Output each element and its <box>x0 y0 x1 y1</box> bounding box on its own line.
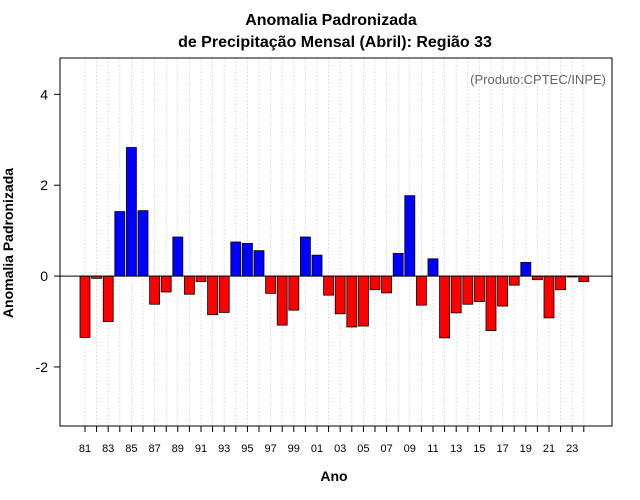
bar-88 <box>160 275 172 293</box>
bar-06 <box>369 275 381 291</box>
bar-20 <box>532 275 543 281</box>
bar-99 <box>288 275 300 311</box>
bar-02 <box>323 275 335 296</box>
x-tick-label: 19 <box>520 443 532 455</box>
y-tick-label: 2 <box>40 177 48 193</box>
bar-01 <box>311 254 323 277</box>
bar-92 <box>207 275 219 316</box>
x-tick-label: 83 <box>102 443 114 455</box>
bar-81 <box>79 275 91 338</box>
bar-85 <box>126 147 137 277</box>
x-tick-label: 91 <box>195 443 207 455</box>
bar-12 <box>439 275 451 339</box>
bar-04 <box>346 275 358 328</box>
x-tick-label: 07 <box>380 443 392 455</box>
bar-18 <box>508 275 520 286</box>
chart-title: Anomalia Padronizada <box>245 12 417 29</box>
x-tick-label: 03 <box>334 443 346 455</box>
bar-11 <box>427 258 439 277</box>
bar-21 <box>543 275 555 319</box>
x-tick-label: 21 <box>543 443 555 455</box>
x-tick-label: 81 <box>79 443 91 455</box>
bar-91 <box>195 275 207 282</box>
bar-93 <box>218 275 230 313</box>
x-tick-label: 13 <box>450 443 462 455</box>
gridlines <box>84 58 585 426</box>
bar-00 <box>299 236 311 277</box>
bar-09 <box>404 195 416 277</box>
bar-08 <box>392 252 404 277</box>
y-axis: -2 0 2 4 <box>36 86 60 375</box>
x-tick-label: 15 <box>473 443 485 455</box>
x-tick-label: 01 <box>311 443 323 455</box>
x-tick-label: 05 <box>357 443 369 455</box>
bar-89 <box>172 236 184 277</box>
bar-16 <box>485 275 497 331</box>
x-tick-label: 23 <box>566 443 578 455</box>
bar-14 <box>462 275 474 305</box>
y-tick-label: -2 <box>36 359 49 375</box>
bar-96 <box>253 250 265 277</box>
y-axis-title: Anomalia Padronizada <box>0 168 16 318</box>
bar-05 <box>357 275 369 327</box>
bar-90 <box>183 275 195 295</box>
x-tick-label: 89 <box>172 443 184 455</box>
x-tick-label: 97 <box>264 443 276 455</box>
x-tick-label: 87 <box>148 443 160 455</box>
y-tick-label: 0 <box>40 268 48 284</box>
bar-22 <box>555 275 566 291</box>
x-tick-label: 93 <box>218 443 230 455</box>
bar-03 <box>334 275 346 315</box>
x-axis-title: Ano <box>320 468 347 484</box>
chart-subtitle: de Precipitação Mensal (Abril): Região 3… <box>178 34 492 51</box>
bar-15 <box>473 275 485 302</box>
credit-label: (Produto:CPTEC/INPE) <box>470 72 606 87</box>
bar-17 <box>497 275 509 307</box>
bar-19 <box>520 262 532 277</box>
bar-87 <box>149 275 161 305</box>
bar-07 <box>381 275 393 294</box>
x-tick-label: 99 <box>288 443 300 455</box>
bar-84 <box>114 211 126 277</box>
bar-95 <box>241 242 253 277</box>
x-tick-label: 95 <box>241 443 253 455</box>
y-tick-label: 4 <box>40 86 48 102</box>
x-tick-label: 11 <box>427 443 438 455</box>
x-axis: 81 83 85 87 89 91 93 95 97 99 01 03 05 07 09 11 13 15 17 19… <box>79 426 585 455</box>
bar-86 <box>137 210 149 277</box>
bar-24 <box>578 275 590 282</box>
x-tick-label: 17 <box>496 443 508 455</box>
bar-97 <box>265 275 277 294</box>
bar-13 <box>450 275 462 314</box>
plot-area <box>59 57 613 427</box>
bar-10 <box>415 275 427 306</box>
bar-98 <box>276 275 288 326</box>
x-tick-label: 85 <box>125 443 137 455</box>
bar-83 <box>102 275 114 322</box>
x-tick-label: 09 <box>404 443 416 455</box>
bar-94 <box>230 241 242 277</box>
bars <box>79 147 590 339</box>
